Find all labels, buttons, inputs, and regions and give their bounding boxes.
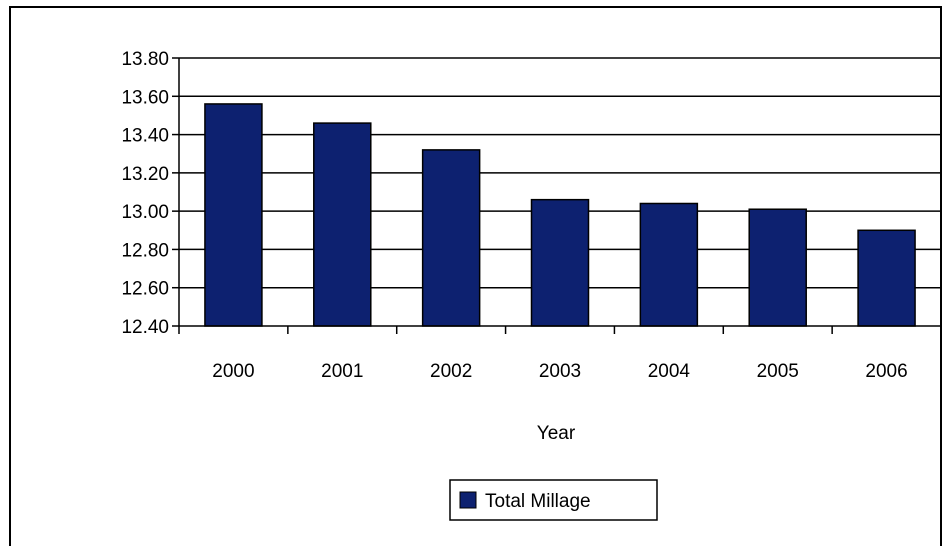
chart-frame	[9, 6, 942, 546]
y-tick-label: 12.40	[121, 317, 169, 338]
y-tick-labels: 12.40 12.60 12.80 13.00 13.20 13.40 13.60 13.80	[121, 49, 169, 338]
x-tick-label: 2001	[321, 361, 363, 382]
bars	[204, 103, 916, 327]
x-tick-label: 2003	[539, 361, 581, 382]
axes	[172, 57, 942, 334]
bar	[857, 229, 916, 327]
legend: Total Millage	[449, 479, 658, 521]
y-tick-label: 13.00	[121, 202, 169, 223]
legend-label: Total Millage	[485, 491, 591, 512]
x-tick-label: 2000	[212, 361, 254, 382]
x-tick-labels: 2000 2001 2002 2003 2004 2005 2006	[212, 361, 907, 382]
x-tick-label: 2004	[648, 361, 691, 382]
x-tick-label: 2002	[430, 361, 472, 382]
bar	[204, 103, 263, 327]
bar	[313, 122, 372, 327]
legend-box	[449, 479, 658, 521]
bar	[421, 149, 481, 327]
bar	[530, 198, 590, 327]
x-tick-label: 2005	[757, 361, 799, 382]
y-tick-label: 13.80	[121, 49, 169, 70]
x-tick-label: 2006	[865, 361, 907, 382]
bar	[748, 208, 807, 327]
x-axis-title: Year	[537, 423, 576, 444]
y-tick-label: 12.60	[121, 279, 169, 300]
legend-swatch	[459, 491, 477, 509]
bar	[639, 202, 699, 327]
y-tick-label: 12.80	[121, 240, 169, 261]
y-tick-label: 13.20	[121, 164, 169, 185]
y-tick-label: 13.40	[121, 126, 169, 147]
y-tick-label: 13.60	[121, 87, 169, 108]
